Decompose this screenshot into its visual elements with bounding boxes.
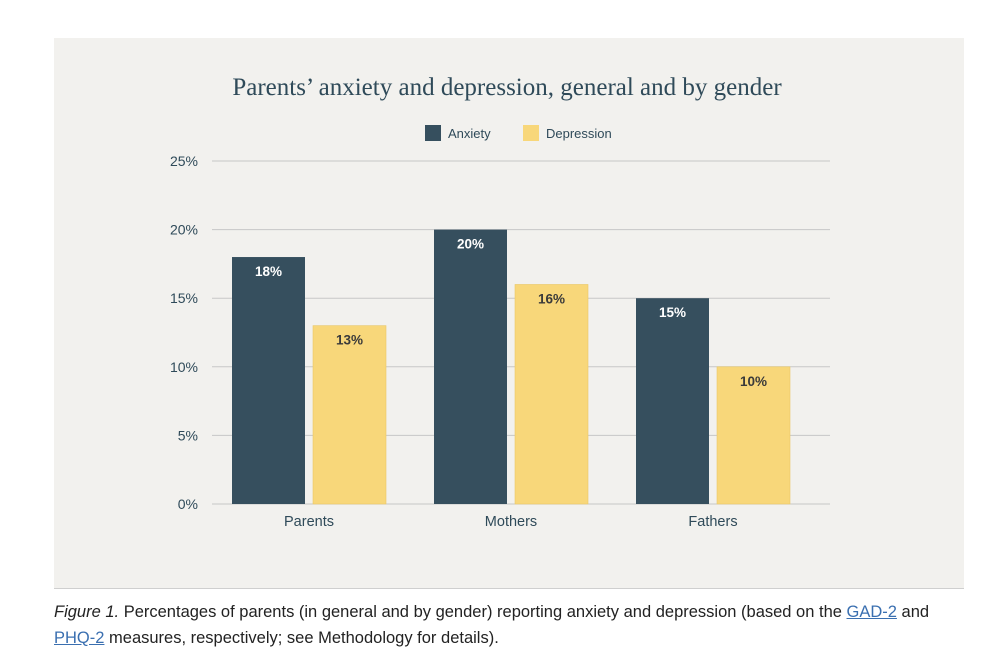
y-tick-label: 5% xyxy=(178,427,198,443)
caption-text-1: Percentages of parents (in general and b… xyxy=(119,603,847,621)
data-label-anxiety-fathers: 15% xyxy=(659,305,686,320)
y-tick-label: 15% xyxy=(170,290,198,306)
bar-anxiety-parents xyxy=(232,257,305,504)
bar-depression-fathers xyxy=(716,366,791,505)
legend-label-depression: Depression xyxy=(546,126,612,141)
x-tick-label-parents: Parents xyxy=(284,514,334,530)
legend: Anxiety Depression xyxy=(425,125,612,141)
bar-chart: Parents’ anxiety and depression, general… xyxy=(170,74,830,530)
gad-2-link[interactable]: GAD-2 xyxy=(846,603,897,621)
legend-swatch-depression xyxy=(523,125,539,141)
bars: 18% 13% 20% 16% 15% 10% xyxy=(232,229,791,505)
x-tick-label-mothers: Mothers xyxy=(485,514,537,530)
chart-panel: Parents’ anxiety and depression, general… xyxy=(54,38,964,589)
bar-anxiety-mothers xyxy=(434,229,507,504)
caption-figure-label: Figure 1. xyxy=(54,603,120,621)
x-axis-ticks: Parents Mothers Fathers xyxy=(284,514,738,530)
data-label-anxiety-parents: 18% xyxy=(255,264,282,279)
y-axis-ticks: 0% 5% 10% 15% 20% 25% xyxy=(170,153,198,512)
y-tick-label: 25% xyxy=(170,153,198,169)
legend-label-anxiety: Anxiety xyxy=(448,126,491,141)
phq-2-link[interactable]: PHQ-2 xyxy=(54,629,105,647)
bar-depression-mothers xyxy=(514,284,589,505)
legend-swatch-anxiety xyxy=(425,125,441,141)
caption-text-3: measures, respectively; see Methodology … xyxy=(104,629,499,647)
caption-text-2: and xyxy=(896,603,930,621)
x-tick-label-fathers: Fathers xyxy=(688,514,737,530)
y-tick-label: 20% xyxy=(170,222,198,238)
data-label-anxiety-mothers: 20% xyxy=(457,237,484,252)
y-tick-label: 10% xyxy=(170,359,198,375)
bar-anxiety-fathers xyxy=(636,298,709,504)
data-label-depression-mothers: 16% xyxy=(538,291,565,306)
figure-caption: Figure 1. Percentages of parents (in gen… xyxy=(54,599,954,651)
data-label-depression-parents: 13% xyxy=(336,333,363,348)
data-label-depression-fathers: 10% xyxy=(740,374,767,389)
y-tick-label: 0% xyxy=(178,496,198,512)
chart-title: Parents’ anxiety and depression, general… xyxy=(232,74,782,101)
bar-depression-parents xyxy=(312,325,387,505)
